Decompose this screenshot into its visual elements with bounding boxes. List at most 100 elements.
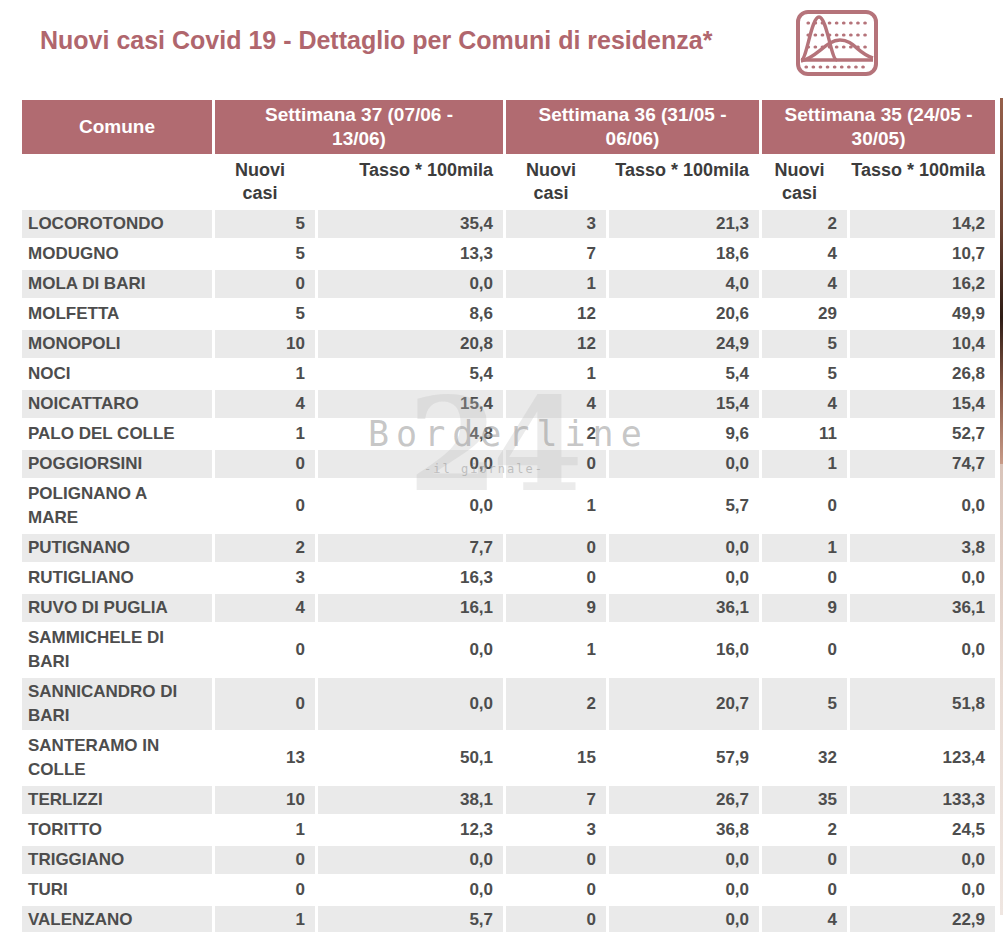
comune-cell: TORITTO bbox=[22, 816, 212, 844]
nuovi-casi-cell: 0 bbox=[215, 678, 315, 730]
comune-cell: MOLA DI BARI bbox=[22, 270, 212, 298]
table-row: RUVO DI PUGLIA 4 16,1 9 36,1 9 36,1 bbox=[22, 594, 995, 622]
tasso-cell: 0,0 bbox=[850, 846, 995, 874]
tasso-cell: 3,8 bbox=[850, 534, 995, 562]
subheader-tasso: Tasso * 100mila bbox=[609, 156, 759, 208]
table-row: NOICATTARO 4 15,4 4 15,4 4 15,4 bbox=[22, 390, 995, 418]
cropped-edge-artifact bbox=[1000, 98, 1003, 464]
nuovi-casi-cell: 2 bbox=[506, 420, 606, 448]
tasso-cell: 0,0 bbox=[850, 564, 995, 592]
nuovi-casi-cell: 0 bbox=[762, 876, 847, 904]
tasso-cell: 0,0 bbox=[318, 876, 503, 904]
comune-cell: MOLFETTA bbox=[22, 300, 212, 328]
tasso-cell: 0,0 bbox=[318, 678, 503, 730]
table-row: PALO DEL COLLE 1 4,8 2 9,6 11 52,7 bbox=[22, 420, 995, 448]
nuovi-casi-cell: 5 bbox=[762, 678, 847, 730]
tasso-cell: 16,2 bbox=[850, 270, 995, 298]
table-row: MOLA DI BARI 0 0,0 1 4,0 4 16,2 bbox=[22, 270, 995, 298]
cropped-edge-artifact-light bbox=[1000, 464, 1003, 915]
tasso-cell: 24,9 bbox=[609, 330, 759, 358]
table-row: PUTIGNANO 2 7,7 0 0,0 1 3,8 bbox=[22, 534, 995, 562]
column-header-week-37: Settimana 37 (07/06 - 13/06) bbox=[215, 100, 503, 154]
epidemic-curve-icon bbox=[795, 9, 879, 77]
nuovi-casi-cell: 9 bbox=[762, 594, 847, 622]
tasso-cell: 10,7 bbox=[850, 240, 995, 268]
subheader-nuovi-casi: Nuovi casi bbox=[215, 156, 315, 208]
tasso-cell: 0,0 bbox=[609, 876, 759, 904]
tasso-cell: 38,1 bbox=[318, 786, 503, 814]
comune-cell: VALENZANO bbox=[22, 906, 212, 932]
tasso-cell: 22,9 bbox=[850, 906, 995, 932]
nuovi-casi-cell: 0 bbox=[762, 846, 847, 874]
tasso-cell: 20,8 bbox=[318, 330, 503, 358]
comune-cell: TURI bbox=[22, 876, 212, 904]
subheader-tasso: Tasso * 100mila bbox=[318, 156, 503, 208]
nuovi-casi-cell: 0 bbox=[762, 564, 847, 592]
subheader-nuovi-casi: Nuovi casi bbox=[762, 156, 847, 208]
nuovi-casi-cell: 5 bbox=[762, 360, 847, 388]
nuovi-casi-cell: 0 bbox=[215, 270, 315, 298]
nuovi-casi-cell: 15 bbox=[506, 732, 606, 784]
nuovi-casi-cell: 3 bbox=[215, 564, 315, 592]
comune-cell: TERLIZZI bbox=[22, 786, 212, 814]
tasso-cell: 57,9 bbox=[609, 732, 759, 784]
table-row: MOLFETTA 5 8,6 12 20,6 29 49,9 bbox=[22, 300, 995, 328]
comune-cell: RUTIGLIANO bbox=[22, 564, 212, 592]
tasso-cell: 0,0 bbox=[609, 846, 759, 874]
comune-cell: MODUGNO bbox=[22, 240, 212, 268]
tasso-cell: 15,4 bbox=[850, 390, 995, 418]
table-row: SANTERAMO IN COLLE 13 50,1 15 57,9 32 12… bbox=[22, 732, 995, 784]
table-body: LOCOROTONDO 5 35,4 3 21,3 2 14,2 MODUGNO… bbox=[22, 210, 995, 932]
nuovi-casi-cell: 0 bbox=[506, 564, 606, 592]
table-row: RUTIGLIANO 3 16,3 0 0,0 0 0,0 bbox=[22, 564, 995, 592]
nuovi-casi-cell: 1 bbox=[762, 450, 847, 478]
tasso-cell: 26,8 bbox=[850, 360, 995, 388]
nuovi-casi-cell: 1 bbox=[506, 624, 606, 676]
nuovi-casi-cell: 5 bbox=[215, 300, 315, 328]
nuovi-casi-cell: 0 bbox=[762, 624, 847, 676]
nuovi-casi-cell: 2 bbox=[762, 816, 847, 844]
nuovi-casi-cell: 32 bbox=[762, 732, 847, 784]
nuovi-casi-cell: 3 bbox=[506, 210, 606, 238]
tasso-cell: 0,0 bbox=[318, 270, 503, 298]
tasso-cell: 0,0 bbox=[609, 450, 759, 478]
tasso-cell: 36,1 bbox=[609, 594, 759, 622]
nuovi-casi-cell: 29 bbox=[762, 300, 847, 328]
comune-cell: PALO DEL COLLE bbox=[22, 420, 212, 448]
nuovi-casi-cell: 0 bbox=[215, 846, 315, 874]
tasso-cell: 123,4 bbox=[850, 732, 995, 784]
tasso-cell: 4,0 bbox=[609, 270, 759, 298]
tasso-cell: 16,3 bbox=[318, 564, 503, 592]
nuovi-casi-cell: 12 bbox=[506, 330, 606, 358]
nuovi-casi-cell: 1 bbox=[762, 534, 847, 562]
table-row: TRIGGIANO 0 0,0 0 0,0 0 0,0 bbox=[22, 846, 995, 874]
tasso-cell: 0,0 bbox=[609, 564, 759, 592]
table-header-row: Comune Settimana 37 (07/06 - 13/06) Sett… bbox=[22, 100, 995, 154]
nuovi-casi-cell: 4 bbox=[762, 906, 847, 932]
nuovi-casi-cell: 0 bbox=[215, 624, 315, 676]
tasso-cell: 0,0 bbox=[318, 846, 503, 874]
nuovi-casi-cell: 2 bbox=[215, 534, 315, 562]
comune-cell: PUTIGNANO bbox=[22, 534, 212, 562]
nuovi-casi-cell: 5 bbox=[215, 240, 315, 268]
nuovi-casi-cell: 0 bbox=[762, 480, 847, 532]
tasso-cell: 15,4 bbox=[609, 390, 759, 418]
nuovi-casi-cell: 9 bbox=[506, 594, 606, 622]
nuovi-casi-cell: 4 bbox=[506, 390, 606, 418]
tasso-cell: 16,1 bbox=[318, 594, 503, 622]
tasso-cell: 0,0 bbox=[609, 906, 759, 932]
nuovi-casi-cell: 0 bbox=[215, 480, 315, 532]
nuovi-casi-cell: 12 bbox=[506, 300, 606, 328]
nuovi-casi-cell: 4 bbox=[762, 270, 847, 298]
nuovi-casi-cell: 4 bbox=[762, 390, 847, 418]
comune-cell: NOCI bbox=[22, 360, 212, 388]
tasso-cell: 15,4 bbox=[318, 390, 503, 418]
tasso-cell: 0,0 bbox=[850, 480, 995, 532]
tasso-cell: 74,7 bbox=[850, 450, 995, 478]
tasso-cell: 0,0 bbox=[850, 876, 995, 904]
table-subheader-row: Nuovi casi Tasso * 100mila Nuovi casi Ta… bbox=[22, 156, 995, 208]
column-header-comune: Comune bbox=[22, 100, 212, 154]
nuovi-casi-cell: 1 bbox=[215, 360, 315, 388]
tasso-cell: 20,7 bbox=[609, 678, 759, 730]
nuovi-casi-cell: 1 bbox=[506, 270, 606, 298]
